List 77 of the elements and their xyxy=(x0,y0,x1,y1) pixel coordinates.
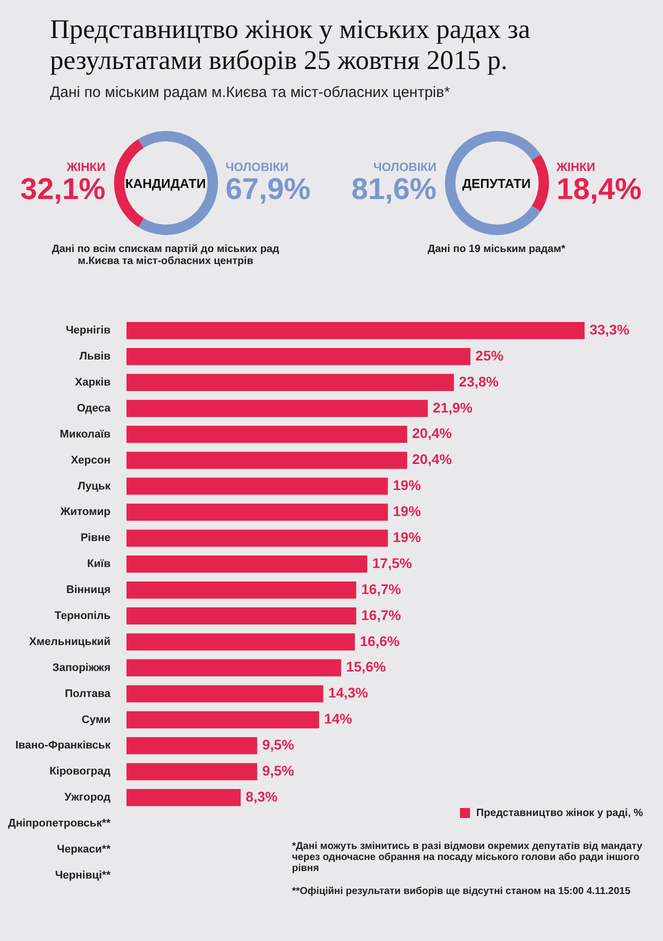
data-label: 16,6% xyxy=(360,632,400,649)
annotation: **Офіційні результати виборів ще відсутні станом на 15:00 4.11.2015 xyxy=(292,886,632,897)
chart-subtitle: Дані по міським радам м.Києва та міст-обласних центрів* xyxy=(50,84,451,101)
y-tick-label: Луцьк xyxy=(78,480,111,492)
data-label: 16,7% xyxy=(361,606,402,623)
y-tick-label: Житомир xyxy=(59,506,111,518)
bar xyxy=(126,530,388,547)
bar xyxy=(126,607,356,625)
bar xyxy=(126,504,388,521)
bar xyxy=(126,426,408,443)
slice-label: ЖІНКИ xyxy=(556,160,596,174)
data-label: 8,3% xyxy=(246,788,278,804)
bar xyxy=(126,556,368,573)
y-tick-label: Тернопіль xyxy=(54,610,111,622)
text: ДЕПУТАТИ xyxy=(461,174,532,193)
data-label: 33,3% xyxy=(590,321,630,338)
data-label: 15,6% xyxy=(346,658,386,675)
bar xyxy=(126,478,388,495)
y-tick-label: Вінниця xyxy=(66,584,110,596)
y-tick-label: Кіровоград xyxy=(50,766,111,778)
bar xyxy=(126,452,408,469)
data-label: 32,1% xyxy=(19,173,106,206)
data-label: 16,7% xyxy=(361,580,402,597)
legend-label: Представництво жінок у раді, % xyxy=(475,807,643,819)
bar xyxy=(126,659,342,676)
y-tick-label: Одеса xyxy=(76,402,112,414)
data-label: 67,9% xyxy=(226,173,312,206)
y-tick-label: Дніпропетровськ** xyxy=(8,818,112,830)
y-tick-label: Суми xyxy=(82,714,110,726)
data-label: 20,4% xyxy=(412,425,452,442)
data-label: 9,5% xyxy=(262,762,295,779)
y-tick-label: Рівне xyxy=(80,532,110,544)
data-label: 23,8% xyxy=(458,373,500,390)
bar xyxy=(126,581,356,599)
bar xyxy=(126,400,428,417)
y-tick-label: Київ xyxy=(87,558,111,570)
y-tick-label: Черкаси** xyxy=(56,844,112,856)
data-label: 19% xyxy=(392,528,422,545)
y-tick-label: Ужгород xyxy=(64,792,111,804)
bar xyxy=(126,711,320,728)
data-label: 20,4% xyxy=(412,451,452,468)
annotation: *Дані можуть змінитись в разі відмови окремих депутатів від мандату через одночасне обрання на посаду міського голови або ради іншого рівня xyxy=(292,841,644,874)
data-label: 14% xyxy=(324,710,353,727)
slice-label: ЖІНКИ xyxy=(66,160,106,174)
data-label: 21,9% xyxy=(432,399,474,416)
y-tick-label: Миколаїв xyxy=(60,428,111,440)
data-label: 18,4% xyxy=(556,173,643,206)
bar xyxy=(126,789,241,806)
data-label: 19% xyxy=(392,477,422,494)
text: Дані по 19 міським радам* xyxy=(426,243,566,255)
y-tick-label: Херсон xyxy=(70,454,110,466)
y-tick-label: Львів xyxy=(79,350,111,363)
slice-label: ЧОЛОВІКИ xyxy=(372,160,436,174)
text: КАНДИДАТИ xyxy=(124,174,207,193)
bar xyxy=(126,374,454,392)
text: Дані по всім спискам партій до міських рад м.Києва та міст-обласних центрів xyxy=(50,243,280,267)
y-tick-label: Запоріжжя xyxy=(52,662,110,674)
y-tick-label: Чернігів xyxy=(66,324,111,337)
y-tick-label: Харків xyxy=(74,376,111,388)
bar xyxy=(126,633,355,650)
y-tick-label: Полтава xyxy=(64,688,112,700)
slice-label: ЧОЛОВІКИ xyxy=(226,160,290,174)
data-label: 9,5% xyxy=(262,736,295,753)
data-label: 81,6% xyxy=(350,173,436,206)
data-label: 19% xyxy=(392,503,422,520)
data-label: 14,3% xyxy=(328,684,368,701)
chart-title: Представництво жінок у міських радах за результатами виборів 25 жовтня 2015 р. xyxy=(50,14,532,76)
bar xyxy=(126,685,324,702)
y-tick-label: Хмельницький xyxy=(29,636,110,648)
y-tick-label: Івано-Франківськ xyxy=(15,740,111,752)
data-label: 25% xyxy=(475,347,504,364)
bar xyxy=(126,322,585,340)
bar xyxy=(126,348,470,366)
data-label: 17,5% xyxy=(372,554,412,571)
bar xyxy=(126,763,258,780)
y-tick-label: Чернівці** xyxy=(55,869,112,882)
bar xyxy=(126,737,258,754)
